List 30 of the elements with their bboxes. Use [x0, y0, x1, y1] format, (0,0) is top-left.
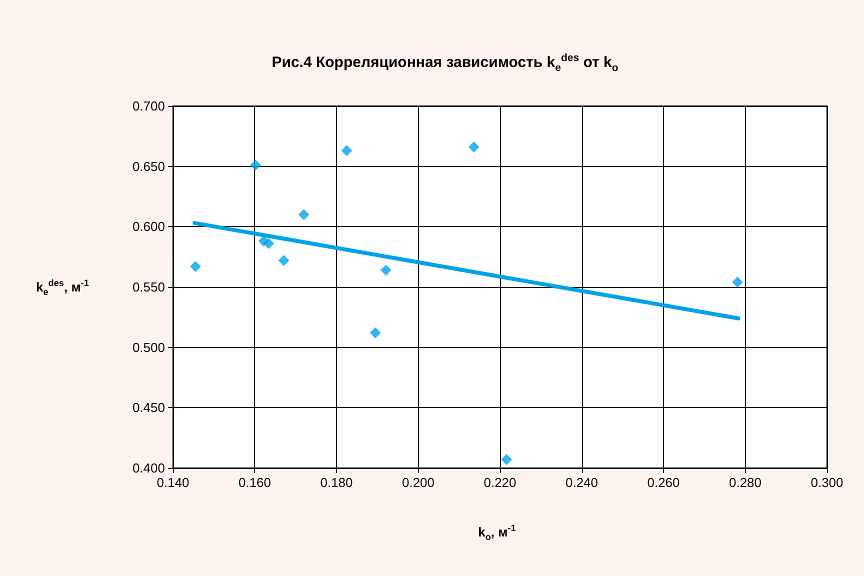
- point: [341, 145, 352, 156]
- point: [501, 454, 512, 466]
- point: [732, 276, 743, 288]
- y-tick-label: 0.650: [132, 158, 165, 174]
- point: [250, 160, 262, 171]
- point: [380, 264, 392, 276]
- point: [263, 238, 274, 250]
- x-tick-label: 0.220: [484, 475, 516, 490]
- point: [190, 260, 201, 272]
- x-tick-label: 0.280: [728, 475, 762, 490]
- x-tick-label: 0.240: [565, 475, 598, 490]
- point: [370, 327, 381, 338]
- y-tick-label: 0.450: [132, 400, 165, 416]
- x-axis-title: k$_{o}$, м$^{-1}$: [477, 523, 517, 542]
- y-tick-label: 0.600: [132, 219, 165, 234]
- point: [468, 142, 480, 153]
- x-tick-label: 0.140: [156, 475, 190, 490]
- y-tick-label: 0.400: [132, 460, 165, 476]
- x-tick-label: 0.160: [238, 475, 272, 490]
- y-axis-title: k$_{e}$$^{des}$, м$^{-1}$: [36, 278, 89, 297]
- y-tick-label: 0.700: [132, 98, 165, 114]
- point: [298, 209, 310, 220]
- point: [278, 254, 290, 266]
- chart-title: Рис.4 Корреляционная зависимость k$_{e}$$^{des}$ от k$_{o}$: [270, 52, 620, 74]
- x-tick-label: 0.200: [402, 475, 435, 490]
- x-tick-label: 0.300: [810, 475, 844, 490]
- x-tick-label: 0.180: [320, 475, 353, 490]
- x-tick-label: 0.260: [647, 475, 680, 490]
- y-tick-label: 0.500: [132, 340, 165, 355]
- y-tick-label: 0.550: [132, 280, 165, 294]
